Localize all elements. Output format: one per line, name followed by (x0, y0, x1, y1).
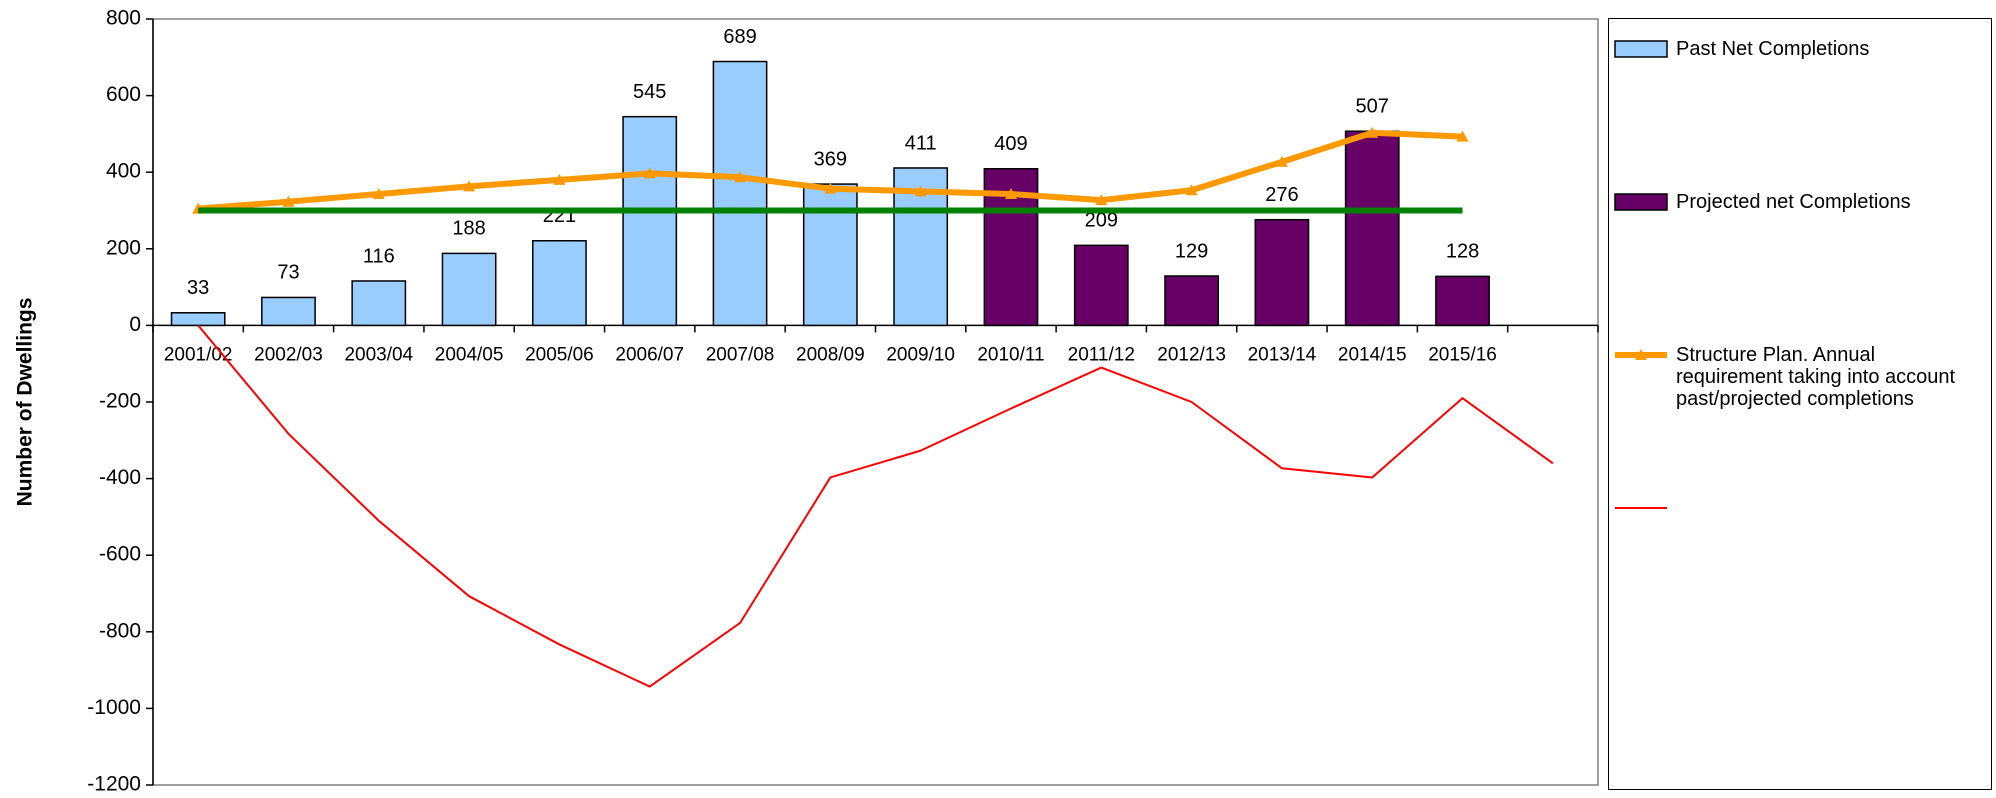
x-tick-label: 2011/12 (1068, 344, 1135, 365)
bar (1344, 130, 1400, 327)
line-marker (1004, 188, 1017, 200)
y-tick-label: 200 (106, 236, 141, 259)
bar (802, 183, 858, 327)
bar-value-label: 411 (905, 132, 937, 154)
y-tick-label: 800 (106, 7, 141, 30)
y-tick-label: 0 (129, 313, 141, 336)
bar-value-label: 369 (814, 148, 847, 170)
bar-value-label: 128 (1446, 241, 1479, 263)
legend-swatch (1614, 193, 1668, 211)
bar (532, 240, 587, 327)
line-marker (1456, 130, 1469, 142)
bar (1073, 244, 1129, 327)
bar-value-label: 33 (187, 277, 209, 299)
line-marker (553, 173, 566, 185)
y-tick-label: -800 (99, 619, 141, 642)
bar-value-label: 188 (452, 218, 485, 240)
line-marker (1275, 155, 1288, 167)
x-tick-label: 2014/15 (1338, 344, 1407, 365)
line-marker (914, 185, 927, 197)
bar-value-label: 129 (1175, 240, 1208, 262)
legend-marker (1635, 349, 1647, 360)
x-tick-label: 2012/13 (1157, 344, 1226, 365)
legend-label: Projected net Completions (1676, 191, 1911, 213)
legend: Past Net Completions Projected net Comple… (1608, 18, 1992, 790)
bar (351, 280, 407, 327)
line (197, 324, 1554, 688)
bar (712, 60, 768, 327)
x-tick-label: 2003/04 (344, 344, 413, 365)
line-marker (643, 167, 656, 179)
bar (1164, 275, 1219, 327)
x-tick-label: 2004/05 (435, 344, 504, 365)
y-tick-label: 400 (106, 160, 141, 183)
line-marker (372, 188, 385, 200)
line-marker (734, 171, 747, 183)
x-tick-label: 2005/06 (525, 344, 594, 365)
bar-value-label: 116 (363, 245, 395, 267)
y-tick-label: 600 (106, 83, 141, 106)
bar-value-label: 276 (1265, 184, 1298, 206)
bar-value-label: 409 (994, 133, 1027, 155)
x-tick-label: 2008/09 (796, 344, 865, 365)
y-tick-label: -200 (99, 390, 141, 413)
legend-label: Past Net Completions (1676, 38, 1870, 60)
x-tick-label: 2002/03 (254, 344, 323, 365)
x-tick-label: 2015/16 (1428, 344, 1497, 365)
bar (441, 252, 497, 327)
bar-value-label: 507 (1356, 96, 1389, 118)
line-marker (282, 195, 295, 207)
bar (261, 296, 316, 327)
x-tick-label: 2006/07 (615, 344, 684, 365)
bar-value-label: 545 (633, 81, 666, 103)
line-marker (1185, 184, 1198, 196)
y-tick-label: -1000 (87, 696, 141, 719)
y-axis-title: Number of Dwellings (14, 298, 37, 507)
y-tick-label: -1200 (87, 773, 141, 796)
bar-value-label: 209 (1085, 210, 1118, 232)
bar (622, 115, 678, 327)
line-marker (1095, 194, 1108, 206)
x-tick-label: 2013/14 (1248, 344, 1317, 365)
bar (170, 312, 226, 327)
line-marker (463, 180, 476, 192)
x-tick-label: 2009/10 (886, 344, 955, 365)
y-tick-label: -600 (99, 543, 141, 566)
bar-value-label: 689 (723, 26, 756, 48)
bar (1435, 275, 1490, 327)
bar (1254, 218, 1310, 327)
line-marker (1366, 126, 1379, 138)
x-tick-label: 2010/11 (977, 344, 1044, 365)
x-tick-label: 2001/02 (164, 344, 233, 365)
y-tick-label: -400 (99, 466, 141, 489)
bar-value-label: 73 (277, 262, 299, 284)
line-marker (824, 182, 837, 194)
x-tick-label: 2007/08 (706, 344, 775, 365)
legend-label: Structure Plan. Annual requirement takin… (1676, 344, 1956, 410)
legend-swatch (1614, 40, 1668, 58)
legend-swatch-extra (1614, 40, 1668, 509)
